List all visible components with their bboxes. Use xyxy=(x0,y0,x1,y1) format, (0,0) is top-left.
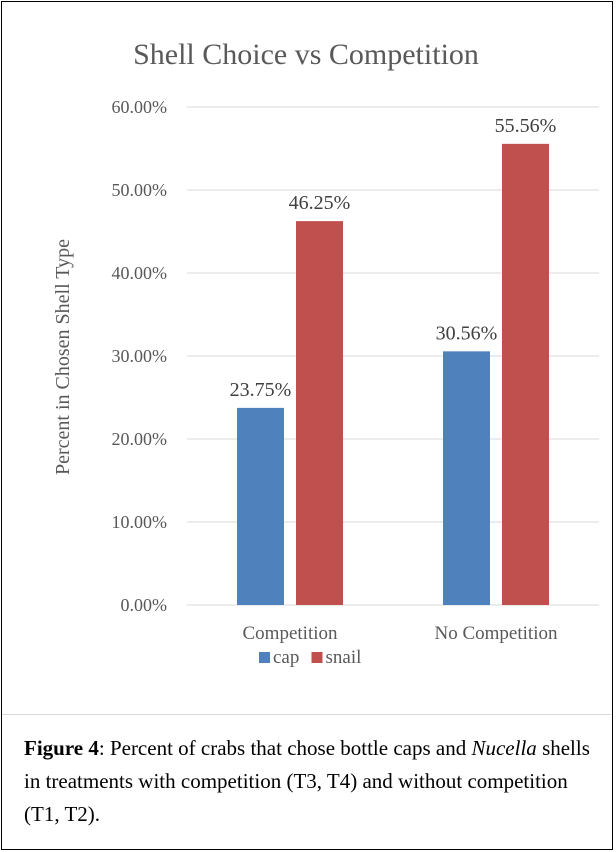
y-tick-label: 60.00% xyxy=(112,97,168,117)
caption-text-2: shells in treatments with competition (T… xyxy=(24,736,590,826)
chart-area: Shell Choice vs Competition 0.00% 10.00% 20… xyxy=(2,2,611,712)
data-label: 23.75% xyxy=(230,379,292,401)
y-tick-label: 50.00% xyxy=(112,180,168,200)
caption-label: Figure 4 xyxy=(24,736,99,760)
y-axis-label: Percent in Chosen Shell Type xyxy=(52,239,74,475)
x-tick-label: No Competition xyxy=(435,623,558,644)
bar-snail xyxy=(296,221,343,605)
bar-cap xyxy=(237,407,284,605)
y-tick-label: 40.00% xyxy=(112,263,168,283)
caption-italic: Nucella xyxy=(471,736,537,760)
data-label: 30.56% xyxy=(436,322,498,344)
bar-chart: Shell Choice vs Competition 0.00% 10.00% 20… xyxy=(52,38,599,668)
divider xyxy=(2,714,611,715)
bar-cap xyxy=(443,351,490,605)
legend-label: snail xyxy=(326,647,362,668)
chart-title: Shell Choice vs Competition xyxy=(133,38,479,71)
bar-snail xyxy=(502,143,549,606)
figure-caption: Figure 4: Percent of crabs that chose bo… xyxy=(24,732,599,831)
y-tick-label: 20.00% xyxy=(112,429,168,449)
legend-label: cap xyxy=(273,647,299,668)
data-label: 55.56% xyxy=(495,115,557,137)
x-tick-label: Competition xyxy=(243,623,339,644)
legend-swatch-snail xyxy=(311,652,323,663)
caption-text-1: : Percent of crabs that chose bottle cap… xyxy=(98,736,472,760)
y-tick-label: 0.00% xyxy=(121,595,168,615)
y-tick-label: 30.00% xyxy=(112,346,168,366)
data-label: 46.25% xyxy=(289,192,351,214)
legend-swatch-cap xyxy=(259,652,270,663)
y-tick-label: 10.00% xyxy=(112,512,168,532)
